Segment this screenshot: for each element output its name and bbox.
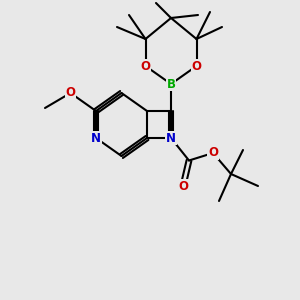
Text: N: N: [91, 131, 101, 145]
Text: O: O: [208, 146, 218, 160]
Text: O: O: [191, 59, 202, 73]
Text: B: B: [167, 77, 176, 91]
Text: O: O: [178, 179, 188, 193]
Text: N: N: [166, 131, 176, 145]
Text: O: O: [140, 59, 151, 73]
Text: O: O: [65, 86, 76, 100]
